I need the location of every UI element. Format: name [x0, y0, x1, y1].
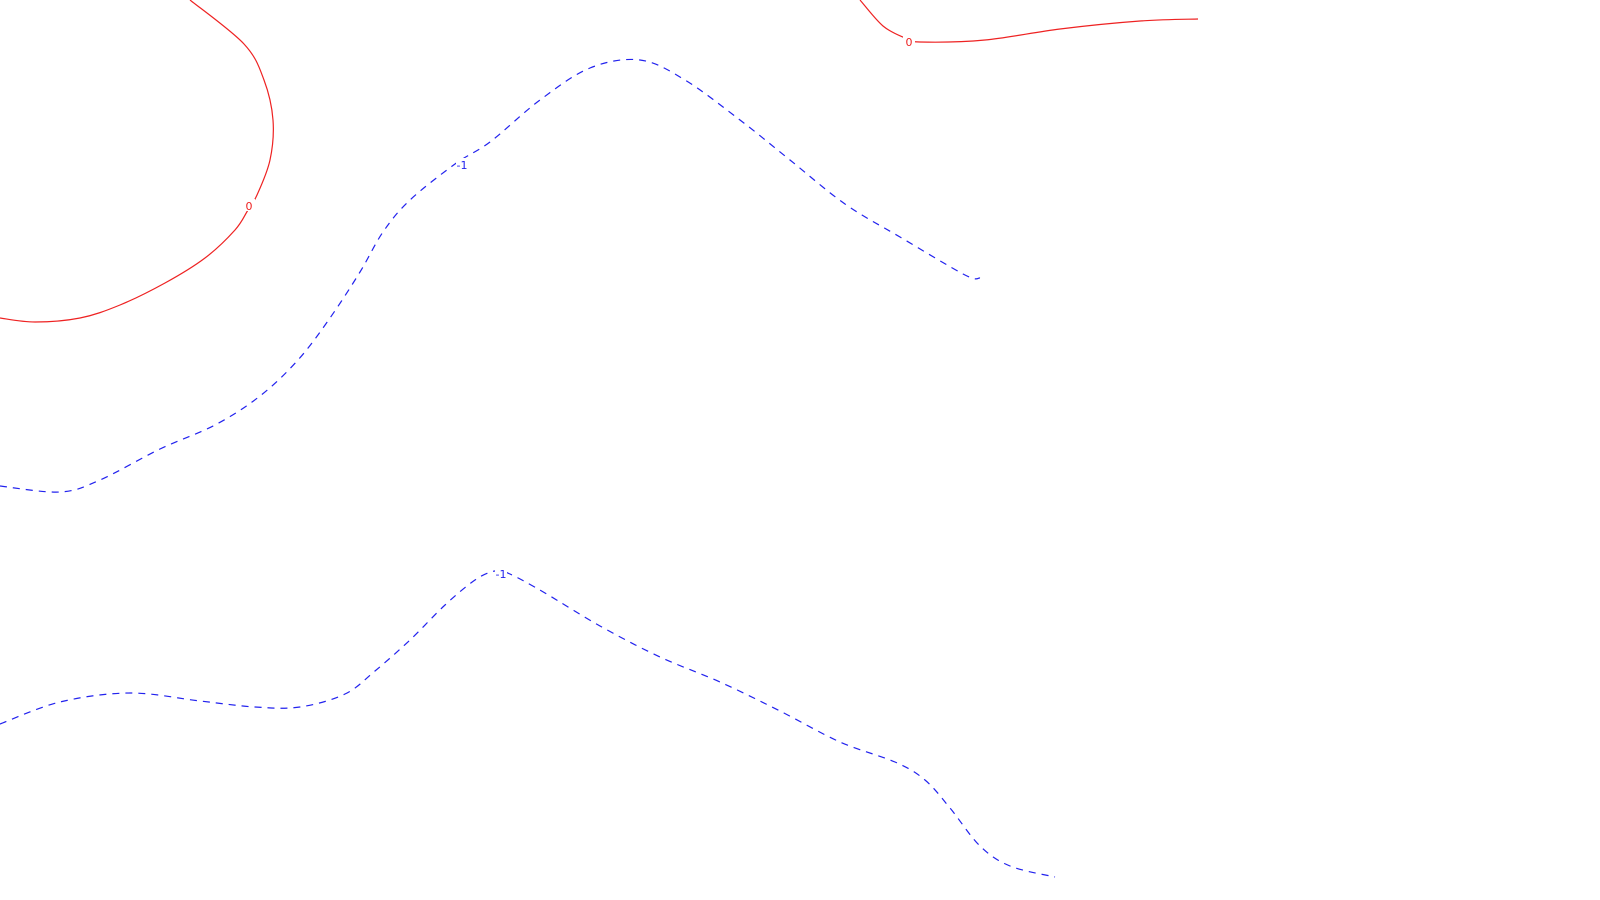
contour-label-gap	[456, 158, 468, 170]
contour-label: 0	[906, 36, 913, 49]
contour-level-neg1-2: -1	[0, 58, 981, 493]
contour-level-0-1: 0	[859, 0, 1199, 49]
contour-line	[0, 569, 1056, 878]
contour-label: 0	[246, 200, 253, 213]
contour-line	[0, 0, 274, 323]
contour-label: -1	[457, 159, 468, 172]
contour-level-0-0: 0	[0, 0, 274, 323]
contour-label: -1	[496, 568, 507, 581]
contour-line	[0, 58, 981, 493]
contour-label-gap	[495, 567, 507, 579]
contour-level-neg1-3: -1	[0, 567, 1056, 878]
contour-label-gap	[903, 35, 915, 47]
contour-label-gap	[243, 199, 255, 211]
contour-line	[859, 0, 1199, 43]
